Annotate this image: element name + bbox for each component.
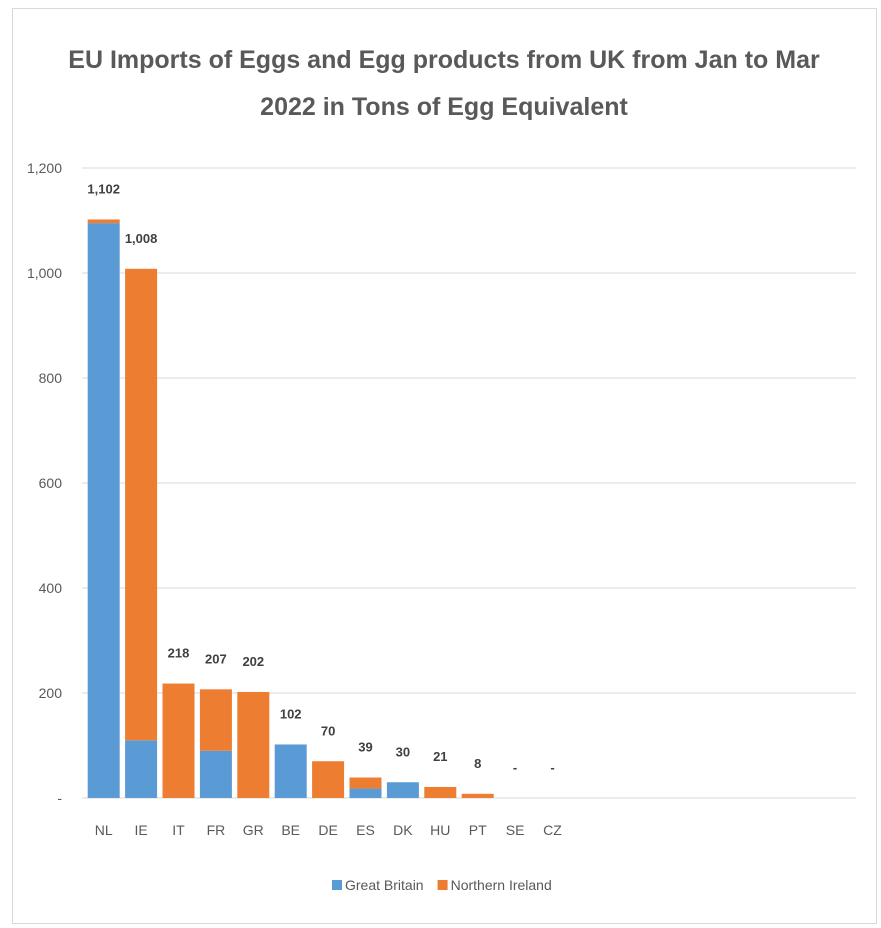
y-tick-label-200: 200 [39, 685, 63, 701]
x-tick-label-be: BE [281, 822, 300, 838]
x-tick-label-hu: HU [430, 822, 450, 838]
y-tick-label-1200: 1,200 [27, 160, 62, 176]
x-tick-label-de: DE [318, 822, 337, 838]
x-tick-label-pt: PT [469, 822, 487, 838]
bar-es-great-britain [349, 788, 382, 798]
data-label-gr: 202 [242, 654, 264, 669]
bar-pt-northern-ireland [461, 793, 494, 798]
legend: Great Britain Northern Ireland [332, 877, 552, 893]
bar-ie-great-britain [125, 740, 158, 798]
data-label-fr: 207 [205, 651, 227, 666]
y-tick-label-1000: 1,000 [27, 265, 62, 281]
x-tick-label-cz: CZ [543, 822, 562, 838]
data-label-hu: 21 [433, 749, 447, 764]
y-tick-label-400: 400 [39, 580, 63, 596]
bar-nl-northern-ireland [87, 219, 120, 224]
bar-es-northern-ireland [349, 777, 382, 789]
data-label-pt: 8 [474, 756, 481, 771]
legend-swatch-northern-ireland [437, 880, 448, 890]
data-label-es: 39 [358, 740, 372, 755]
bar-it-northern-ireland [162, 683, 195, 798]
x-tick-label-it: IT [172, 822, 185, 838]
bar-nl-great-britain [87, 223, 120, 798]
y-tick-label-600: 600 [39, 475, 63, 491]
bars [87, 219, 494, 798]
bar-ie-northern-ireland [125, 268, 158, 741]
gridlines [82, 167, 856, 799]
legend-label-northern-ireland: Northern Ireland [451, 877, 552, 893]
x-tick-label-dk: DK [393, 822, 413, 838]
data-label-se: - [513, 760, 517, 775]
chart-title-line-2: 2022 in Tons of Egg Equivalent [260, 93, 628, 121]
bar-be-great-britain [274, 744, 307, 798]
data-label-be: 102 [280, 706, 302, 721]
y-tick-label-800: 800 [39, 370, 63, 386]
y-axis-tick-labels: - 200 400 600 800 1,000 1,200 [27, 160, 62, 806]
legend-swatch-great-britain [332, 880, 342, 890]
y-tick-label-0: - [57, 790, 62, 806]
x-tick-label-nl: NL [95, 822, 113, 838]
x-tick-label-se: SE [506, 822, 525, 838]
bar-fr-great-britain [199, 750, 232, 798]
chart-title: EU Imports of Eggs and Egg products from… [68, 46, 820, 121]
x-tick-label-ie: IE [134, 822, 147, 838]
x-tick-label-gr: GR [243, 822, 264, 838]
bar-dk-great-britain [386, 782, 419, 798]
bar-hu-northern-ireland [424, 786, 457, 798]
data-label-dk: 30 [396, 744, 410, 759]
data-label-ie: 1,008 [125, 231, 158, 246]
bar-de-northern-ireland [312, 761, 345, 798]
bar-gr-northern-ireland [237, 691, 270, 798]
data-label-cz: - [550, 760, 554, 775]
x-tick-label-es: ES [356, 822, 375, 838]
data-label-nl: 1,102 [87, 181, 120, 196]
x-tick-label-fr: FR [207, 822, 226, 838]
data-label-de: 70 [321, 723, 335, 738]
legend-label-great-britain: Great Britain [345, 877, 424, 893]
bar-fr-northern-ireland [199, 689, 232, 751]
data-label-it: 218 [168, 646, 190, 661]
chart-title-line-1: EU Imports of Eggs and Egg products from… [68, 46, 820, 74]
x-axis-category-labels: NL IE IT FR GR BE DE ES DK HU PT SE CZ [95, 822, 563, 838]
